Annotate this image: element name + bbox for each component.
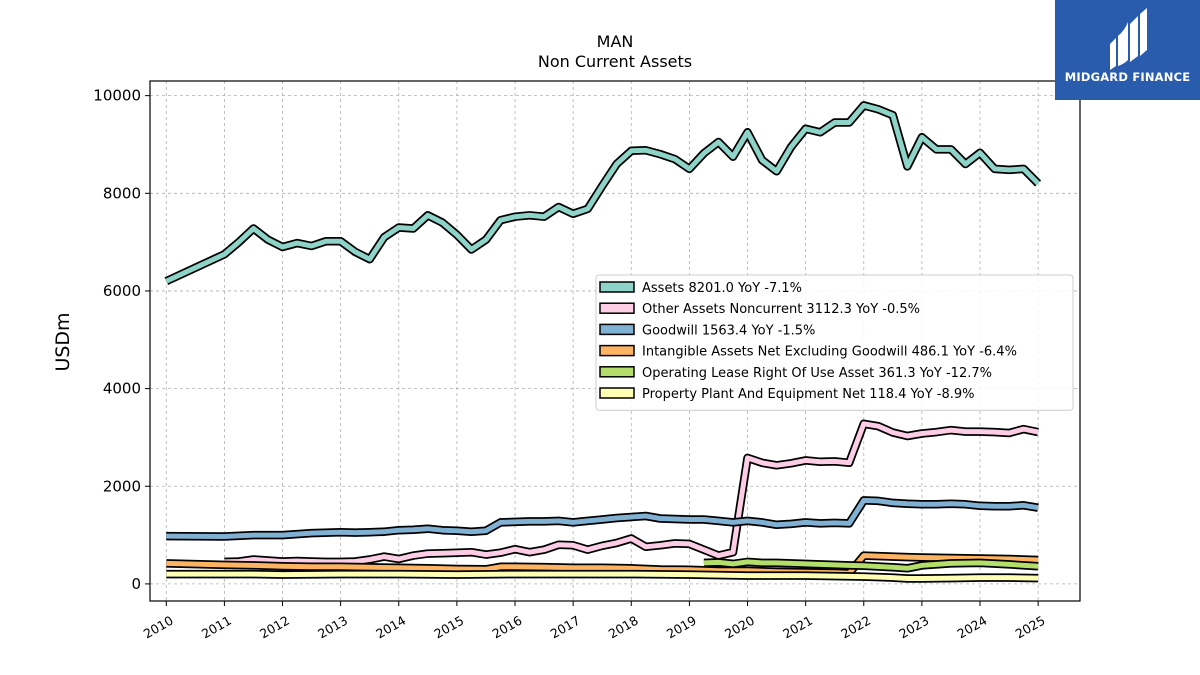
series-line bbox=[166, 497, 1039, 539]
x-tick-label: 2019 bbox=[664, 613, 699, 642]
legend-swatch bbox=[599, 366, 635, 378]
legend-entry: Property Plant And Equipment Net 118.4 Y… bbox=[642, 387, 975, 402]
x-tick-label: 2020 bbox=[722, 613, 757, 642]
y-tick-label: 10000 bbox=[93, 87, 141, 105]
series-line bbox=[703, 559, 1039, 571]
legend-swatch bbox=[599, 323, 635, 336]
y-tick-label: 2000 bbox=[103, 477, 141, 495]
legend-entry: Goodwill 1563.4 YoY -1.5% bbox=[642, 323, 815, 338]
x-tick-label: 2012 bbox=[257, 613, 292, 642]
x-tick-label: 2014 bbox=[373, 613, 408, 642]
plot-frame bbox=[149, 80, 1081, 602]
x-tick-label: 2016 bbox=[489, 613, 524, 642]
series-line bbox=[166, 553, 1039, 576]
y-axis: 0 2000 4000 6000 8000 10000 bbox=[93, 87, 150, 593]
y-tick-label: 4000 bbox=[103, 380, 141, 398]
logo-text: MIDGARD FINANCE bbox=[1064, 70, 1191, 84]
x-tick-label: 2010 bbox=[141, 613, 176, 642]
legend-swatch bbox=[599, 344, 635, 357]
legend-entry: Assets 8201.0 YoY -7.1% bbox=[642, 281, 802, 296]
x-axis: 2010 2011 2012 2013 2014 2015 2016 2017 2018 2019… bbox=[141, 601, 1048, 642]
logo: MIDGARD FINANCE bbox=[1055, 0, 1200, 100]
series-line bbox=[166, 571, 1039, 581]
legend-box bbox=[595, 274, 1074, 411]
x-tick-label: 2011 bbox=[199, 613, 234, 642]
legend: Assets 8201.0 YoY -7.1% Other Assets Nonc… bbox=[595, 274, 1074, 411]
y-tick-label: 0 bbox=[131, 575, 141, 593]
y-tick-label: 6000 bbox=[103, 282, 141, 300]
x-tick-label: 2021 bbox=[780, 613, 815, 642]
series-line bbox=[224, 421, 1039, 565]
x-tick-label: 2024 bbox=[954, 613, 989, 642]
series-lines bbox=[164, 101, 1042, 583]
legend-entry: Other Assets Noncurrent 3112.3 YoY -0.5% bbox=[642, 302, 920, 317]
chart-subtitle: Non Current Assets bbox=[538, 52, 692, 71]
legend-swatch bbox=[599, 302, 635, 314]
x-tick-label: 2015 bbox=[431, 613, 466, 642]
x-tick-label: 2013 bbox=[315, 613, 350, 642]
x-tick-label: 2022 bbox=[838, 613, 873, 642]
y-tick-label: 8000 bbox=[103, 184, 141, 202]
legend-entry: Operating Lease Right Of Use Asset 361.3… bbox=[642, 366, 992, 381]
legend-entry: Intangible Assets Net Excluding Goodwill… bbox=[642, 345, 1017, 360]
legend-swatch bbox=[599, 281, 635, 293]
chart-title: MAN bbox=[597, 32, 634, 51]
x-tick-label: 2025 bbox=[1013, 613, 1048, 642]
x-tick-label: 2023 bbox=[896, 613, 931, 642]
x-tick-label: 2018 bbox=[606, 613, 641, 642]
stylized-m-icon bbox=[1110, 8, 1147, 70]
x-tick-label: 2017 bbox=[548, 613, 583, 642]
legend-swatch bbox=[599, 387, 635, 399]
y-axis-label: USDm bbox=[52, 312, 74, 371]
series-line bbox=[165, 102, 1040, 284]
